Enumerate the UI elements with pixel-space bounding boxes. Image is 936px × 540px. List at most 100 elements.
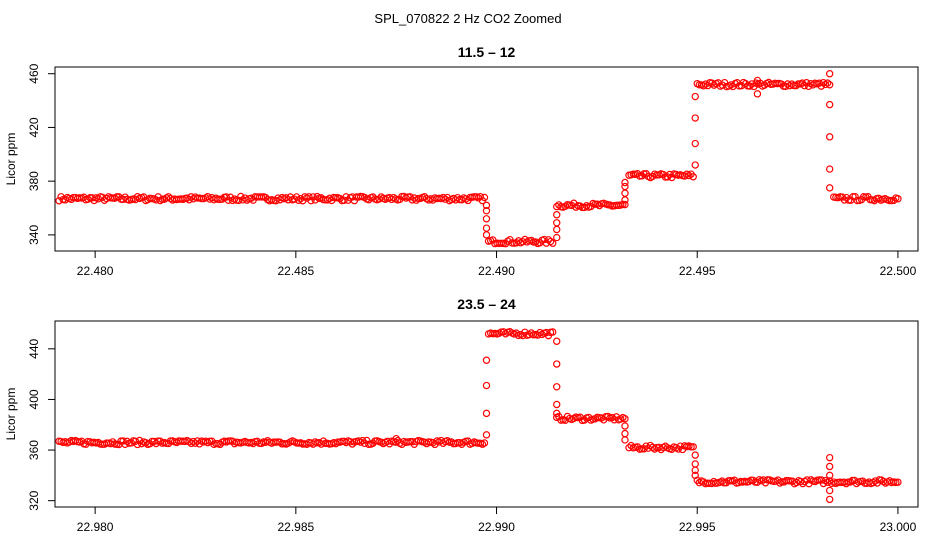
- data-point: [332, 439, 340, 448]
- data-point: [549, 328, 557, 336]
- data-point: [482, 207, 491, 215]
- y-tick-label: 340: [27, 225, 41, 245]
- data-point: [802, 79, 811, 87]
- data-point: [546, 237, 555, 246]
- data-point: [842, 479, 850, 488]
- data-point: [825, 453, 834, 462]
- data-point: [885, 196, 894, 205]
- data-point: [319, 437, 328, 445]
- y-axis-label: Licor ppm: [4, 133, 18, 186]
- y-tick-label: 360: [27, 440, 41, 460]
- data-point: [527, 329, 536, 337]
- x-tick-label: 22.980: [77, 520, 114, 534]
- data-point: [691, 460, 699, 468]
- data-point: [869, 478, 877, 487]
- data-point: [621, 178, 629, 187]
- data-point: [894, 478, 902, 486]
- data-point: [894, 195, 902, 203]
- x-tick-label: 22.985: [277, 520, 314, 534]
- data-point: [553, 337, 561, 345]
- data-point: [746, 82, 754, 90]
- data-point: [553, 219, 561, 227]
- data-point: [553, 211, 561, 219]
- data-point: [391, 438, 400, 446]
- data-point: [482, 409, 491, 418]
- y-tick-label: 400: [27, 389, 41, 409]
- data-point: [482, 231, 491, 239]
- data-point: [113, 193, 121, 201]
- data-point: [727, 81, 735, 89]
- data-point: [480, 193, 489, 202]
- data-point: [154, 193, 162, 201]
- data-point: [482, 381, 491, 390]
- data-point: [482, 224, 491, 232]
- data-point: [825, 81, 834, 89]
- chart-panel-bottom: 23.5 – 24 Licor ppm 22.980 22.985 22.990 22.9…: [4, 296, 919, 534]
- data-point: [646, 441, 655, 450]
- data-point: [443, 436, 452, 445]
- data-point: [792, 81, 800, 90]
- plot-frame: [54, 66, 919, 252]
- data-point: [825, 133, 834, 141]
- panel-title: 11.5 – 12: [458, 44, 516, 60]
- data-point: [621, 422, 629, 430]
- data-point: [317, 194, 326, 202]
- data-point: [821, 476, 830, 485]
- data-point: [392, 434, 400, 443]
- data-point: [689, 173, 697, 181]
- data-point: [621, 189, 629, 197]
- data-point: [553, 409, 561, 418]
- x-tick-label: 22.495: [679, 264, 716, 278]
- data-point: [823, 79, 832, 87]
- data-point: [323, 196, 332, 204]
- data-point: [307, 196, 315, 205]
- y-tick-label: 420: [27, 117, 41, 137]
- data-point: [527, 236, 536, 245]
- data-point: [621, 429, 629, 438]
- y-tick-label: 460: [27, 63, 41, 83]
- data-point: [851, 192, 859, 201]
- data-point: [691, 471, 699, 480]
- data-points: [55, 328, 902, 504]
- data-point: [825, 100, 834, 109]
- data-point: [819, 78, 828, 87]
- data-point: [633, 443, 642, 451]
- data-point: [608, 413, 616, 422]
- x-tick-label: 22.990: [478, 520, 515, 534]
- data-point: [553, 225, 561, 234]
- data-point: [825, 165, 834, 173]
- data-point: [889, 196, 898, 205]
- data-point: [189, 437, 197, 446]
- data-point: [191, 439, 200, 447]
- data-point: [133, 440, 142, 449]
- data-point: [512, 329, 521, 337]
- y-tick-label: 440: [27, 339, 41, 359]
- data-point: [753, 76, 762, 85]
- panel-title: 23.5 – 24: [457, 296, 516, 312]
- data-point: [313, 192, 321, 201]
- data-point: [621, 182, 629, 191]
- y-tick-label: 380: [27, 171, 41, 191]
- data-point: [482, 201, 491, 210]
- y-tick-label: 320: [27, 490, 41, 510]
- y-axis-label: Licor ppm: [4, 388, 18, 441]
- data-point: [482, 215, 491, 223]
- data-point: [553, 360, 561, 368]
- data-point: [549, 239, 557, 247]
- data-point: [553, 233, 561, 242]
- x-tick-label: 22.485: [277, 264, 314, 278]
- data-point: [691, 139, 699, 148]
- data-point: [825, 184, 834, 192]
- data-point: [849, 192, 857, 201]
- data-point: [412, 196, 421, 204]
- x-tick-label: 23.000: [880, 520, 917, 534]
- chart-panel-top: 11.5 – 12 Licor ppm 22.480 22.485 22.490 22.4…: [4, 44, 919, 278]
- data-point: [825, 495, 834, 504]
- data-point: [476, 192, 485, 201]
- data-point: [621, 436, 629, 444]
- data-point: [691, 92, 699, 101]
- figure-title: SPL_070822 2 Hz CO2 Zoomed: [374, 11, 561, 26]
- data-point: [305, 193, 313, 201]
- data-point: [204, 193, 212, 201]
